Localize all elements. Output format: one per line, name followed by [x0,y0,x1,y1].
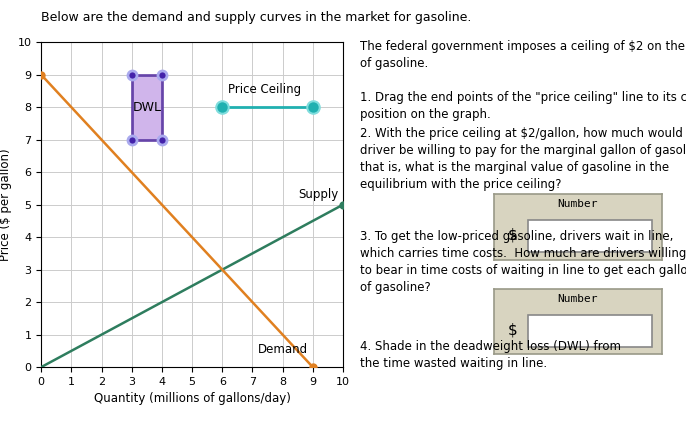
Bar [528,220,652,252]
Text: 3. To get the low-priced gasoline, drivers wait in line,
which carries time cost: 3. To get the low-priced gasoline, drive… [360,230,686,294]
Text: The federal government imposes a ceiling of $2 on the price
of gasoline.: The federal government imposes a ceiling… [360,40,686,70]
Text: Supply: Supply [298,188,338,201]
Text: DWL: DWL [132,101,161,114]
Text: 2. With the price ceiling at $2/gallon, how much would a
driver be willing to pa: 2. With the price ceiling at $2/gallon, … [360,127,686,191]
Y-axis label: Price ($ per gallon): Price ($ per gallon) [0,149,12,261]
Text: Demand: Demand [258,343,308,356]
Text: Number: Number [558,294,598,304]
Text: 1. Drag the end points of the "price ceiling" line to its correct
position on th: 1. Drag the end points of the "price cei… [360,91,686,121]
Text: Price Ceiling: Price Ceiling [228,83,301,95]
Bar [132,75,162,140]
Text: $: $ [508,322,517,337]
Text: Number: Number [558,199,598,209]
X-axis label: Quantity (millions of gallons/day): Quantity (millions of gallons/day) [94,392,290,406]
Text: 4. Shade in the deadweight loss (DWL) from
the time wasted waiting in line.: 4. Shade in the deadweight loss (DWL) fr… [360,340,621,370]
Text: $: $ [508,227,517,242]
Text: Below are the demand and supply curves in the market for gasoline.: Below are the demand and supply curves i… [41,11,471,24]
Bar [528,315,652,346]
